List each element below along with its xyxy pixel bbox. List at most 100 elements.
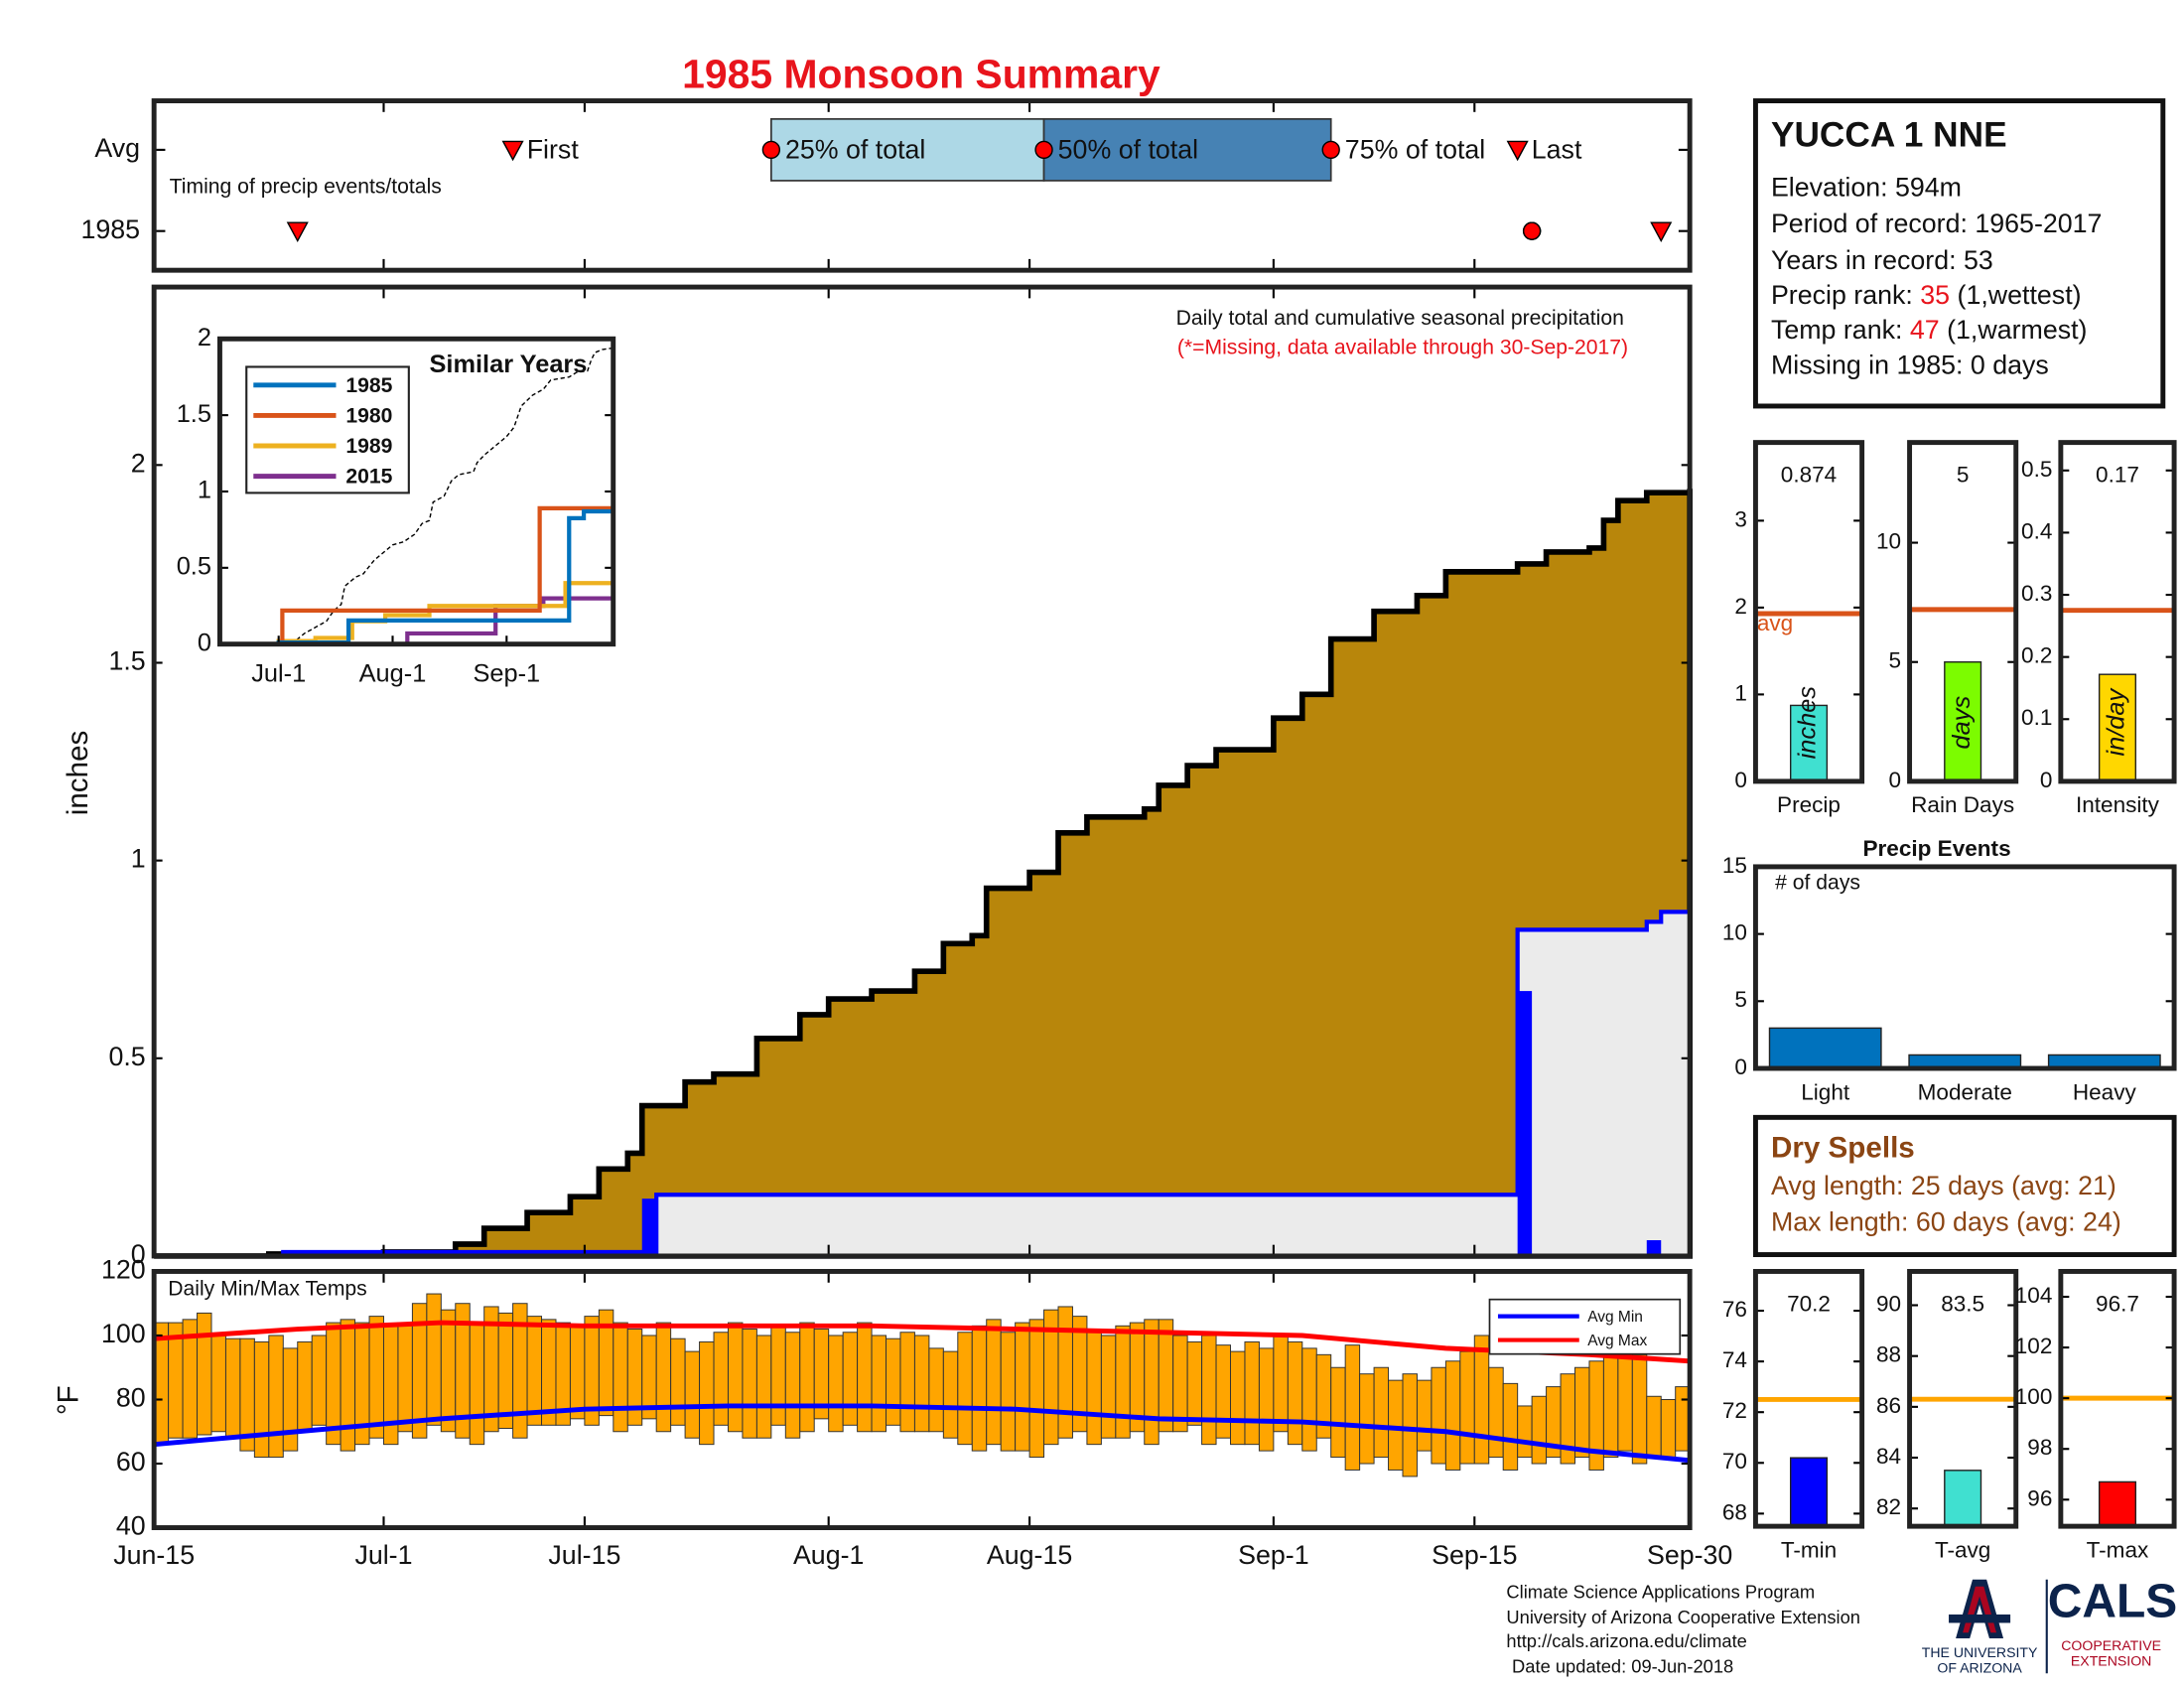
footer-line: http://cals.arizona.edu/climate: [1506, 1630, 1746, 1651]
daily-bar: [1646, 1240, 1662, 1256]
event-label: 25% of total: [785, 134, 925, 164]
y-tick-label: 0: [1889, 768, 1902, 792]
temp-range-bar: [942, 1350, 959, 1439]
temp-range-bar: [526, 1316, 543, 1426]
temp-range-bar: [684, 1350, 701, 1439]
axes-frame: [1907, 440, 2019, 784]
y-tick-label: 0: [131, 1239, 146, 1269]
y-tick-label: 0.5: [108, 1042, 145, 1071]
axes-frame: [151, 284, 1693, 1259]
temp-range-bar: [842, 1332, 859, 1426]
temp-range-bar: [713, 1332, 729, 1426]
temp-range-bar: [426, 1293, 442, 1426]
x-tick-label: Sep-1: [473, 659, 540, 687]
temp-range-bar: [268, 1335, 284, 1459]
station-frame: [1752, 98, 2166, 409]
temp-range-bar: [1531, 1395, 1548, 1465]
dry-spells-line: Max length: 60 days (avg: 24): [1771, 1207, 2121, 1237]
bar: [2098, 673, 2137, 782]
y-axis-label: # of days: [1775, 871, 1860, 894]
y-tick-label: 72: [1722, 1398, 1747, 1423]
temp-range-bar: [1444, 1360, 1461, 1471]
value-label: 83.5: [1941, 1291, 1984, 1316]
y-tick-label: 5: [1889, 648, 1902, 673]
temp-range-bar: [1388, 1379, 1404, 1471]
x-tick-label: Aug-1: [793, 1540, 864, 1570]
value-label: 96.7: [2096, 1291, 2139, 1316]
temp-range-bar: [1574, 1366, 1590, 1459]
temp-range-bar: [886, 1337, 901, 1426]
y-tick-label: 90: [1876, 1291, 1901, 1316]
rank-value: 35: [1920, 280, 1950, 310]
temp-range-bar: [670, 1337, 686, 1426]
y-axis-label: inches: [62, 731, 94, 816]
value-label: 5: [1957, 462, 1970, 487]
temp-range-bar: [799, 1322, 815, 1433]
temp-range-bar: [1244, 1340, 1260, 1446]
footer-line: University of Arizona Cooperative Extens…: [1506, 1607, 1860, 1627]
y-tick-label: 0: [198, 629, 211, 656]
temp-range-bar: [197, 1312, 212, 1436]
station-line: Temp rank: 47 (1,warmest): [1771, 315, 2088, 345]
y-tick-label: 0.5: [177, 553, 211, 581]
avg-temp-line: [153, 1320, 1691, 1364]
x-tick-label: Precip: [1777, 792, 1841, 817]
temp-range-bar: [1459, 1350, 1475, 1465]
temp-range-bar: [871, 1335, 887, 1433]
cumulative-area: [154, 489, 1693, 1259]
page-title: 1985 Monsoon Summary: [682, 51, 1160, 96]
temp-range-bar: [770, 1325, 786, 1426]
temp-range-bar: [913, 1335, 930, 1433]
temp-range-bar: [311, 1335, 328, 1426]
footer: Climate Science Applications Program Uni…: [1506, 1576, 2177, 1677]
temp-range-bar: [1373, 1366, 1390, 1459]
x-tick-label: T-min: [1781, 1537, 1837, 1562]
temp-range-bar: [1258, 1347, 1275, 1452]
bar: [2098, 1480, 2137, 1527]
annotation: Timing of precip events/totals: [170, 176, 442, 199]
station-box: YUCCA 1 NNE Elevation: 594m Period of re…: [1752, 98, 2166, 409]
temp-range-bar: [1000, 1332, 1017, 1452]
legend-box: [1488, 1298, 1682, 1355]
temp-range-bar: [224, 1337, 241, 1439]
event-marker: [1506, 140, 1529, 162]
unit-label: inches: [1794, 686, 1822, 760]
y-tick-label: 0: [1734, 768, 1747, 792]
event-label: First: [527, 134, 580, 164]
station-line: Period of record: 1965-2017: [1771, 209, 2103, 238]
y-tick-label: 10: [1722, 920, 1747, 945]
temp-range-bar: [569, 1325, 586, 1420]
dry-spells-title: Dry Spells: [1771, 1132, 1915, 1165]
y-tick-label: 0: [2040, 768, 2053, 792]
temp-range-bar: [1273, 1335, 1289, 1433]
footer-line: Date updated: 09-Jun-2018: [1512, 1655, 1733, 1676]
y-tick-label: 70: [1722, 1449, 1747, 1474]
event-label: 75% of total: [1345, 134, 1485, 164]
temp-range-bar: [1057, 1306, 1073, 1439]
temp-range-bar: [1602, 1353, 1619, 1459]
x-tick-label: Jun-15: [113, 1540, 195, 1570]
y-axis-label: °F: [52, 1385, 84, 1415]
temp-range-bar: [1359, 1373, 1375, 1465]
temp-range-bar: [828, 1335, 844, 1433]
bar: [1768, 1027, 1882, 1069]
temp-range-bar: [957, 1332, 973, 1446]
y-tick-label: 1.5: [177, 400, 211, 428]
axes-frame: [216, 336, 616, 647]
value-label: 70.2: [1787, 1291, 1831, 1316]
x-tick-label: T-max: [2087, 1537, 2149, 1562]
y-tick-label: 5: [1734, 987, 1747, 1012]
y-tick-label: 1: [131, 844, 146, 874]
ua-logo-mark: [1949, 1614, 2011, 1623]
x-tick-label: Intensity: [2076, 792, 2160, 817]
ua-logo-text: OF ARIZONA: [1937, 1660, 2022, 1676]
avg-label: avg: [1757, 611, 1793, 635]
axes-frame: [2058, 1268, 2177, 1529]
bar: [1944, 1470, 1982, 1527]
y-tick-label: 0.5: [2021, 457, 2052, 482]
x-tick-label: Aug-15: [987, 1540, 1072, 1570]
axes-frame: [1752, 1268, 1865, 1529]
dry-spells-frame: [1752, 1114, 2177, 1258]
y-tick-label: 2: [198, 324, 211, 352]
